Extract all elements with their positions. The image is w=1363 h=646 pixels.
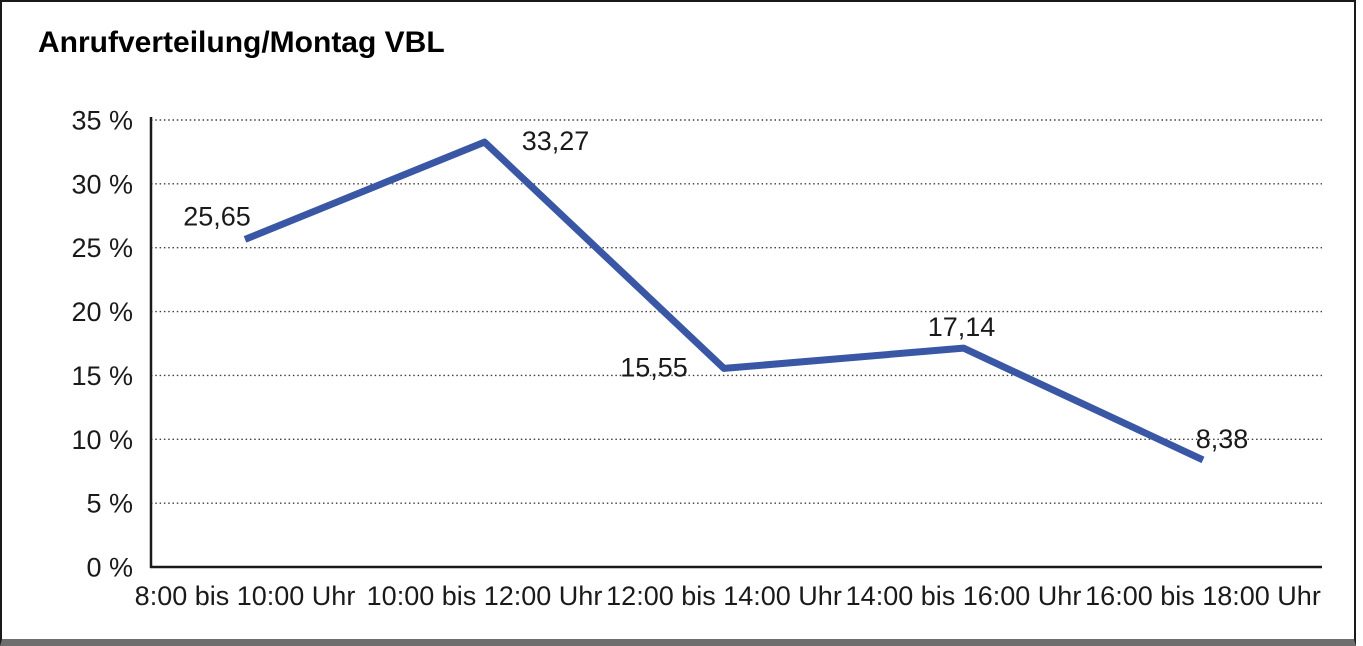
y-tick-label: 20 %	[71, 297, 133, 327]
data-label: 8,38	[1196, 424, 1249, 454]
y-tick-label: 30 %	[71, 169, 133, 199]
data-label: 17,14	[928, 312, 996, 342]
y-tick-label: 0 %	[86, 553, 133, 583]
x-category-label: 14:00 bis 16:00 Uhr	[846, 581, 1082, 611]
y-tick-label: 10 %	[71, 425, 133, 455]
data-label: 15,55	[620, 352, 688, 382]
data-label: 33,27	[522, 126, 590, 156]
chart-title: Anrufverteilung/Montag VBL	[38, 26, 445, 59]
x-category-label: 12:00 bis 14:00 Uhr	[606, 581, 842, 611]
x-category-label: 16:00 bis 18:00 Uhr	[1085, 581, 1321, 611]
data-label: 25,65	[183, 201, 251, 231]
y-tick-label: 25 %	[71, 233, 133, 263]
y-tick-label: 5 %	[86, 489, 133, 519]
y-tick-label: 15 %	[71, 361, 133, 391]
x-category-label: 10:00 bis 12:00 Uhr	[367, 581, 603, 611]
x-category-label: 8:00 bis 10:00 Uhr	[135, 581, 356, 611]
y-tick-label: 35 %	[71, 106, 133, 136]
series-line	[243, 138, 1205, 464]
